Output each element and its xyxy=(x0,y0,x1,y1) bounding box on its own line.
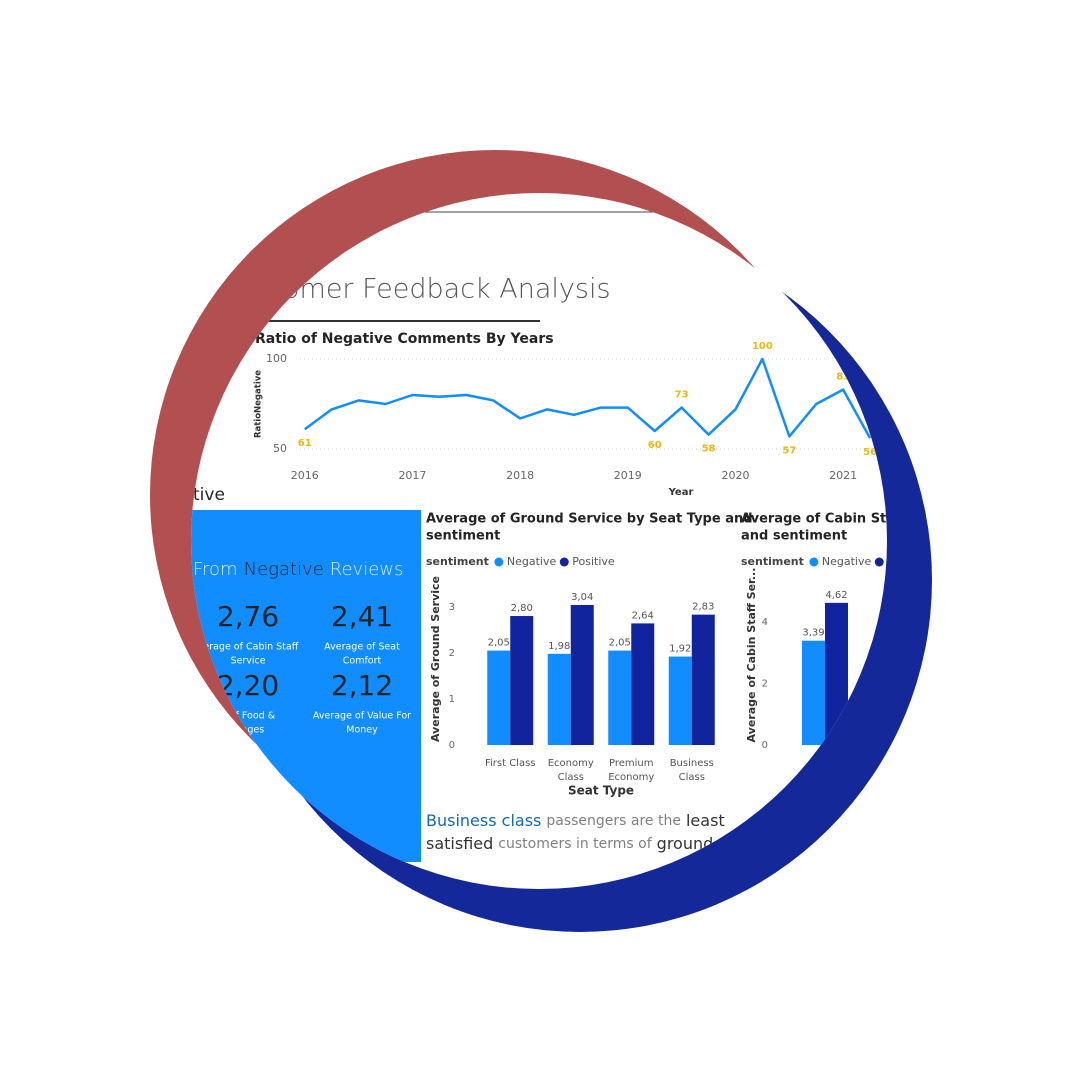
kpi-label: erages xyxy=(232,725,264,736)
y-axis-label: Average of Ground Service xyxy=(429,576,442,742)
data-label: 1,92 xyxy=(669,644,691,655)
y-tick-label: 1 xyxy=(449,694,455,705)
x-tick-label-line: Class xyxy=(679,772,705,783)
x-tick-label-line: Premium xyxy=(609,758,654,769)
x-tick-label: 2018 xyxy=(506,469,534,482)
insight-line: Business class passengers are the least xyxy=(426,811,725,830)
heading-part: From xyxy=(193,559,238,580)
x-tick-label-line: Economy xyxy=(548,758,594,769)
legend-marker xyxy=(559,557,569,567)
y-tick-label: 100 xyxy=(266,352,287,365)
data-label: 2,05 xyxy=(488,638,510,649)
y-tick-label: 2 xyxy=(449,648,455,659)
bar xyxy=(608,650,632,745)
insight-segment: Business class xyxy=(426,811,541,830)
bar xyxy=(668,656,692,745)
kpi-value: 2,41 xyxy=(331,600,393,633)
line-series xyxy=(304,357,872,439)
bar xyxy=(487,650,511,745)
data-label: 2,05 xyxy=(609,638,631,649)
kpi-label: Money xyxy=(346,725,378,736)
kpi-label: Average of Seat xyxy=(324,642,400,653)
x-tick-label: 2016 xyxy=(291,469,319,482)
legend-title: sentiment xyxy=(426,555,489,568)
x-axis-label: Seat Type xyxy=(568,784,634,798)
heading-part: Reviews xyxy=(330,559,404,580)
legend-label: Negative xyxy=(822,555,872,568)
x-tick-label: 2017 xyxy=(398,469,426,482)
chart-title: Average of Cabin Staf xyxy=(741,512,901,527)
bar xyxy=(802,640,825,745)
bar xyxy=(570,604,594,745)
insight-segment: least xyxy=(686,811,725,830)
chart-title: and sentiment xyxy=(741,529,847,544)
legend-label: Negative xyxy=(507,555,557,568)
data-label: 100 xyxy=(752,341,773,352)
bar xyxy=(510,616,534,745)
y-tick-label: 50 xyxy=(273,442,287,455)
bar xyxy=(631,623,655,745)
dashboard: omer Feedback Analysis tive From Negative R… xyxy=(191,211,901,862)
x-tick-label: First Class xyxy=(485,758,536,769)
data-label: 2,64 xyxy=(632,610,654,621)
y-tick-label: 2 xyxy=(762,678,768,689)
kpi-label: Average of Value For xyxy=(313,711,411,722)
data-label: 1,98 xyxy=(548,641,570,652)
data-label: 73 xyxy=(675,390,689,401)
x-tick-label-line: Business xyxy=(670,758,714,769)
x-tick-label: Economy Class xyxy=(548,758,594,783)
x-tick-label: 2020 xyxy=(721,469,749,482)
x-axis-label: Year xyxy=(668,487,694,498)
kpi-label: Service xyxy=(230,656,265,667)
x-tick-label-line: Class xyxy=(558,772,584,783)
kpi-label: Comfort xyxy=(343,656,382,667)
kpi-value: 2,76 xyxy=(217,600,279,633)
data-label: 57 xyxy=(782,445,796,456)
data-label: 56 xyxy=(863,447,877,458)
y-axis-label: RatioNegative xyxy=(254,370,264,438)
data-label: 2,83 xyxy=(692,602,714,613)
kpi-value: 2,12 xyxy=(331,669,393,702)
data-label: 83 xyxy=(836,372,850,383)
chart-title: sentiment xyxy=(426,529,500,544)
bar xyxy=(547,653,571,745)
report-title: omer Feedback Analysis xyxy=(283,274,611,305)
chart-title: Average of Ground Service by Seat Type a… xyxy=(426,512,753,527)
data-label: 61 xyxy=(298,438,312,449)
data-label: 58 xyxy=(702,444,716,455)
insight-segment: satisfied xyxy=(426,834,493,853)
y-tick-label: 0 xyxy=(449,740,455,751)
section-label: tive xyxy=(193,485,225,505)
chart-title: Ratio of Negative Comments By Years xyxy=(255,331,554,347)
legend-marker xyxy=(809,557,819,567)
x-tick-label: Business Class xyxy=(670,758,714,783)
heading-part: Negative xyxy=(244,559,324,580)
legend-label: Positive xyxy=(572,555,615,568)
x-tick-label: Premium Economy xyxy=(608,758,654,783)
data-label: 2,80 xyxy=(511,603,533,614)
y-tick-label: 4 xyxy=(762,617,768,628)
data-label: 60 xyxy=(648,440,662,451)
legend-marker xyxy=(494,557,504,567)
data-label: 3,04 xyxy=(571,592,593,603)
kpi-heading: From Negative Reviews xyxy=(193,559,403,580)
insight-segment: customers in terms of xyxy=(498,836,652,852)
kpi-label: verage of Cabin Staff xyxy=(198,642,299,653)
x-tick-label: 2019 xyxy=(614,469,642,482)
data-label: 4,62 xyxy=(825,590,847,601)
bar xyxy=(825,602,848,745)
x-tick-label-line: Economy xyxy=(608,772,654,783)
y-tick-label: 3 xyxy=(449,602,455,613)
insight-segment: passengers are the xyxy=(546,813,681,829)
y-tick-label: 0 xyxy=(762,740,768,751)
data-label: 3,39 xyxy=(802,628,824,639)
legend-marker xyxy=(874,557,884,567)
y-axis-label: Average of Cabin Staff Ser... xyxy=(745,568,758,743)
kpi-label: e of Food & xyxy=(221,711,276,722)
legend-title: sentiment xyxy=(741,555,804,568)
bar xyxy=(691,614,715,745)
x-tick-label: 2021 xyxy=(829,469,857,482)
